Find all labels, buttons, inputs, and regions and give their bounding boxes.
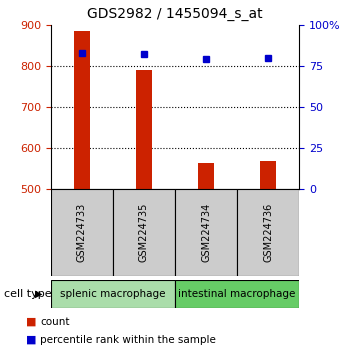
Bar [260, 161, 276, 189]
Bar [51, 189, 113, 276]
Text: splenic macrophage: splenic macrophage [60, 289, 166, 299]
Text: ■: ■ [26, 335, 37, 345]
Text: intestinal macrophage: intestinal macrophage [178, 289, 296, 299]
Bar [113, 189, 175, 276]
Text: cell type: cell type [4, 289, 51, 299]
Bar [198, 162, 214, 189]
Bar [51, 280, 175, 308]
Text: GSM224734: GSM224734 [201, 203, 211, 262]
Text: GSM224733: GSM224733 [77, 203, 87, 262]
Text: count: count [40, 317, 70, 327]
Text: ▶: ▶ [35, 289, 42, 299]
Bar [175, 280, 299, 308]
Text: GSM224735: GSM224735 [139, 203, 149, 262]
Bar [136, 70, 152, 189]
Text: GSM224736: GSM224736 [263, 203, 273, 262]
Bar [74, 31, 90, 189]
Title: GDS2982 / 1455094_s_at: GDS2982 / 1455094_s_at [87, 7, 263, 21]
Bar [237, 189, 299, 276]
Bar [175, 189, 237, 276]
Text: ■: ■ [26, 317, 37, 327]
Text: percentile rank within the sample: percentile rank within the sample [40, 335, 216, 345]
